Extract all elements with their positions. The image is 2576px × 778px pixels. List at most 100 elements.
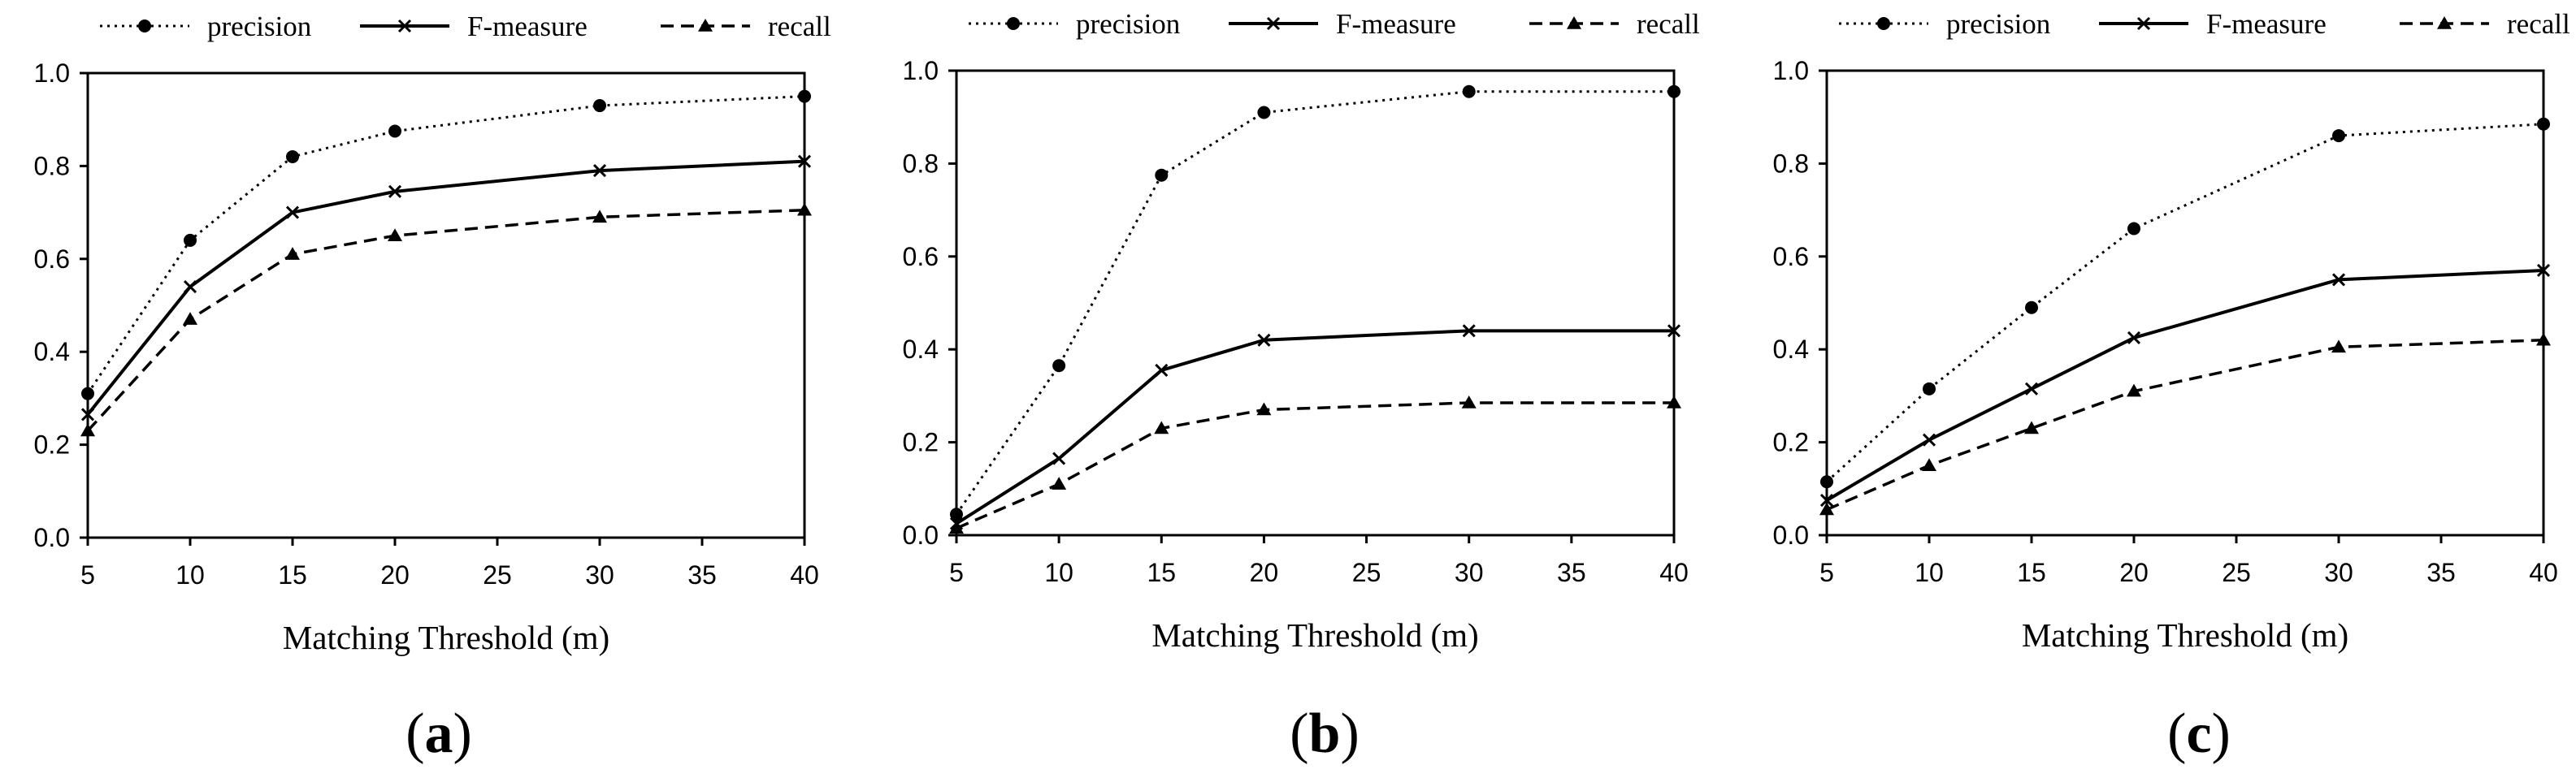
data-point-f-measure [1052,452,1066,465]
y-tick-label: 0.2 [903,428,939,457]
data-point-precision [1462,84,1476,98]
panel-caption: (a) [405,702,472,765]
legend-marker-recall [698,19,713,32]
y-tick-label: 0.2 [34,430,70,460]
x-tick-label: 25 [483,560,512,590]
x-tick-label: 10 [1915,558,1944,587]
x-tick-label: 20 [1250,558,1279,587]
data-point-f-measure [2127,331,2141,344]
plot-frame [955,69,1676,537]
y-tick-label: 1.0 [1773,56,1809,85]
data-point-recall [1154,421,1169,434]
y-tick-label: 0.8 [34,151,70,180]
series-line-f-measure [86,159,805,416]
y-tick-label: 0.4 [34,337,70,366]
data-point-precision [1923,382,1936,395]
data-point-precision [2025,300,2038,314]
data-point-precision [798,89,811,103]
data-point-f-measure [1922,433,1936,447]
series-line-recall [956,401,1674,530]
data-point-recall [1667,395,1681,408]
x-tick-label: 35 [687,560,717,590]
y-tick-label: 0.0 [1773,521,1809,550]
data-point-f-measure [797,154,812,168]
legend-marker-precision [1007,17,1020,30]
legend-marker-f-measure [2136,16,2151,31]
x-tick-label: 30 [1455,558,1484,587]
data-point-recall [2127,383,2141,397]
x-tick-label: 25 [2222,558,2251,587]
panel-caption: (c) [2167,702,2231,765]
data-point-precision [388,124,401,138]
data-point-precision [1155,168,1169,182]
x-tick-label: 30 [585,560,614,590]
chart-panel-c: 0.0 0.2 0.4 0.6 0.8 1.0 5 10 15 20 25 30 35 40 precisi… [1773,8,2570,765]
data-point-precision [950,508,963,521]
chart-panel-a: 0.0 0.2 0.4 0.6 0.8 1.0 5 10 15 20 25 30 35 40 precisi… [34,11,831,765]
y-tick-label: 0.6 [34,244,70,274]
data-point-precision [2537,117,2550,131]
panel-caption: (b) [1290,702,1360,765]
y-tick-label: 0.8 [1773,149,1809,178]
x-tick-label: 40 [1659,558,1689,587]
legend-label-precision: precision [1076,8,1180,40]
y-tick-label: 0.4 [903,335,939,364]
x-tick-label: 35 [2426,558,2456,587]
x-tick-label: 15 [2017,558,2046,587]
data-point-recall [183,312,197,325]
data-point-precision [2332,129,2345,143]
legend-label-recall: recall [768,11,831,42]
data-point-recall [2024,421,2039,434]
data-point-recall [1461,395,1477,408]
series-line-precision [1825,123,2544,483]
data-point-recall [1052,477,1067,490]
legend-marker-recall [2437,16,2452,29]
panel-caption-letter: a [425,702,453,765]
data-point-recall [949,521,964,534]
x-axis-label: Matching Threshold (m) [1151,616,1478,654]
series-line-f-measure [1825,268,2544,502]
data-point-f-measure [1155,363,1169,378]
data-point-f-measure [285,205,300,219]
x-tick-label: 20 [2119,558,2149,587]
y-tick-label: 1.0 [34,58,70,88]
legend-label-precision: precision [1946,8,2050,40]
data-point-precision [184,233,197,247]
data-point-recall [1819,502,1834,516]
series-line-precision [86,95,805,395]
data-point-f-measure [1257,333,1271,347]
data-point-f-measure [80,408,95,421]
legend-label-precision: precision [207,11,311,42]
data-point-precision [593,99,606,113]
x-tick-label: 5 [949,558,964,587]
y-tick-label: 1.0 [903,56,939,85]
legend-marker-precision [138,19,151,32]
series-line-recall [1826,339,2544,512]
data-point-precision [2127,222,2140,236]
legend-label-f-measure: F-measure [2206,8,2327,40]
data-point-f-measure [592,164,607,178]
y-tick-label: 0.6 [1773,242,1809,271]
y-tick-label: 0.8 [903,149,939,178]
x-axis-label: Matching Threshold (m) [2022,616,2348,654]
plot-frame [1825,69,2545,537]
series-line-precision [955,90,1674,516]
data-point-f-measure [2536,263,2551,278]
x-tick-label: 5 [1819,558,1834,587]
x-tick-label: 5 [80,560,95,590]
legend-marker-f-measure [1266,16,1281,31]
y-tick-label: 0.0 [34,523,70,552]
x-tick-label: 30 [2324,558,2353,587]
legend-label-recall: recall [2507,8,2570,40]
data-point-recall [80,423,95,437]
legend-label-f-measure: F-measure [1336,8,1456,40]
data-point-recall [1256,402,1272,416]
x-tick-label: 40 [790,560,819,590]
data-point-f-measure [1819,494,1834,508]
x-tick-label: 15 [278,560,307,590]
data-point-recall [1922,458,1936,471]
panel-caption-letter: b [1309,702,1341,765]
data-point-precision [286,149,299,163]
data-point-recall [797,202,812,216]
